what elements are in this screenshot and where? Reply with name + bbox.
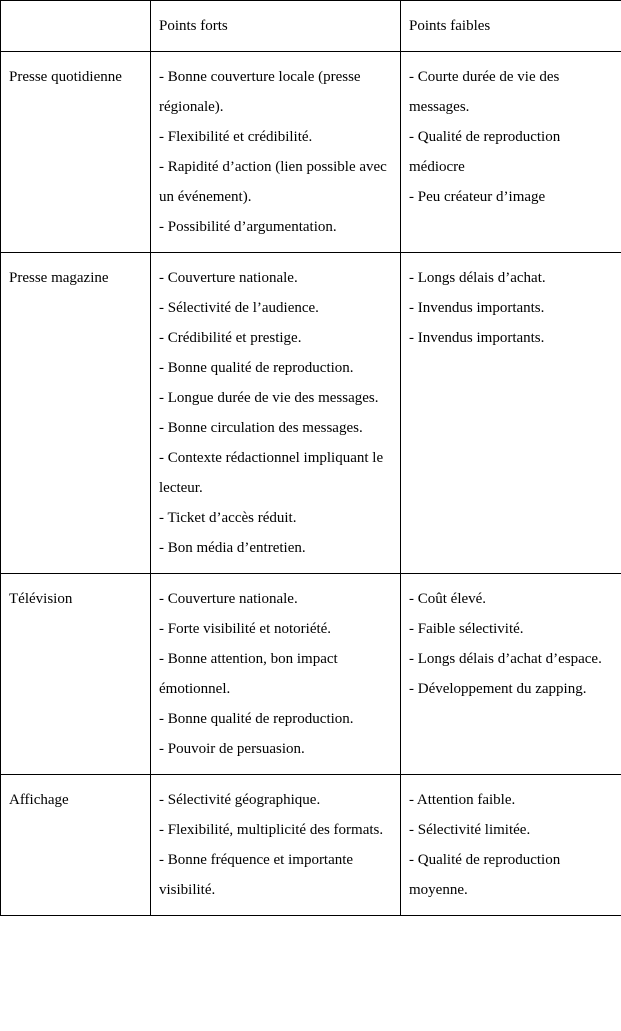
bullet: - Rapidité d’action (lien possible avec …	[159, 152, 392, 212]
row-forts: - Sélectivité géographique. - Flexibilit…	[151, 775, 401, 916]
table-row: Télévision - Couverture nationale. - For…	[1, 574, 621, 775]
table-row: Affichage - Sélectivité géographique. - …	[1, 775, 621, 916]
header-col3: Points faibles	[401, 1, 621, 52]
row-faibles: - Longs délais d’achat. - Invendus impor…	[401, 253, 621, 574]
row-label: Affichage	[1, 775, 151, 916]
table-row: Presse magazine - Couverture nationale. …	[1, 253, 621, 574]
bullet: - Sélectivité limitée.	[409, 815, 613, 845]
header-row: Points forts Points faibles	[1, 1, 621, 52]
bullet: - Bonne fréquence et importante visibili…	[159, 845, 392, 905]
row-forts: - Couverture nationale. - Forte visibili…	[151, 574, 401, 775]
row-label: Télévision	[1, 574, 151, 775]
table-row: Presse quotidienne - Bonne couverture lo…	[1, 52, 621, 253]
bullet: - Couverture nationale.	[159, 584, 392, 614]
bullet: - Flexibilité et crédibilité.	[159, 122, 392, 152]
bullet: - Longue durée de vie des messages.	[159, 383, 392, 413]
bullet: - Contexte rédactionnel impliquant le le…	[159, 443, 392, 503]
header-col2: Points forts	[151, 1, 401, 52]
bullet: - Bonne qualité de reproduction.	[159, 353, 392, 383]
row-faibles: - Attention faible. - Sélectivité limité…	[401, 775, 621, 916]
bullet: - Bonne attention, bon impact émotionnel…	[159, 644, 392, 704]
bullet: - Invendus importants.	[409, 293, 613, 323]
bullet: - Qualité de reproduction moyenne.	[409, 845, 613, 905]
bullet: - Forte visibilité et notoriété.	[159, 614, 392, 644]
bullet: - Qualité de reproduction médiocre	[409, 122, 613, 182]
bullet: - Coût élevé.	[409, 584, 613, 614]
row-label: Presse quotidienne	[1, 52, 151, 253]
bullet: - Bonne circulation des messages.	[159, 413, 392, 443]
row-faibles: - Coût élevé. - Faible sélectivité. - Lo…	[401, 574, 621, 775]
bullet: - Bonne couverture locale (presse région…	[159, 62, 392, 122]
bullet: - Pouvoir de persuasion.	[159, 734, 392, 764]
bullet: - Peu créateur d’image	[409, 182, 613, 212]
row-forts: - Couverture nationale. - Sélectivité de…	[151, 253, 401, 574]
bullet: - Bon média d’entretien.	[159, 533, 392, 563]
row-faibles: - Courte durée de vie des messages. - Qu…	[401, 52, 621, 253]
bullet: - Développement du zapping.	[409, 674, 613, 704]
bullet: - Attention faible.	[409, 785, 613, 815]
bullet: - Flexibilité, multiplicité des formats.	[159, 815, 392, 845]
bullet: - Longs délais d’achat d’espace.	[409, 644, 613, 674]
bullet: - Ticket d’accès réduit.	[159, 503, 392, 533]
bullet: - Sélectivité géographique.	[159, 785, 392, 815]
bullet: - Bonne qualité de reproduction.	[159, 704, 392, 734]
row-forts: - Bonne couverture locale (presse région…	[151, 52, 401, 253]
bullet: - Longs délais d’achat.	[409, 263, 613, 293]
bullet: - Courte durée de vie des messages.	[409, 62, 613, 122]
bullet: - Invendus importants.	[409, 323, 613, 353]
bullet: - Crédibilité et prestige.	[159, 323, 392, 353]
row-label: Presse magazine	[1, 253, 151, 574]
bullet: - Couverture nationale.	[159, 263, 392, 293]
media-comparison-table: Points forts Points faibles Presse quoti…	[0, 0, 621, 916]
bullet: - Possibilité d’argumentation.	[159, 212, 392, 242]
bullet: - Sélectivité de l’audience.	[159, 293, 392, 323]
bullet: - Faible sélectivité.	[409, 614, 613, 644]
header-col1	[1, 1, 151, 52]
